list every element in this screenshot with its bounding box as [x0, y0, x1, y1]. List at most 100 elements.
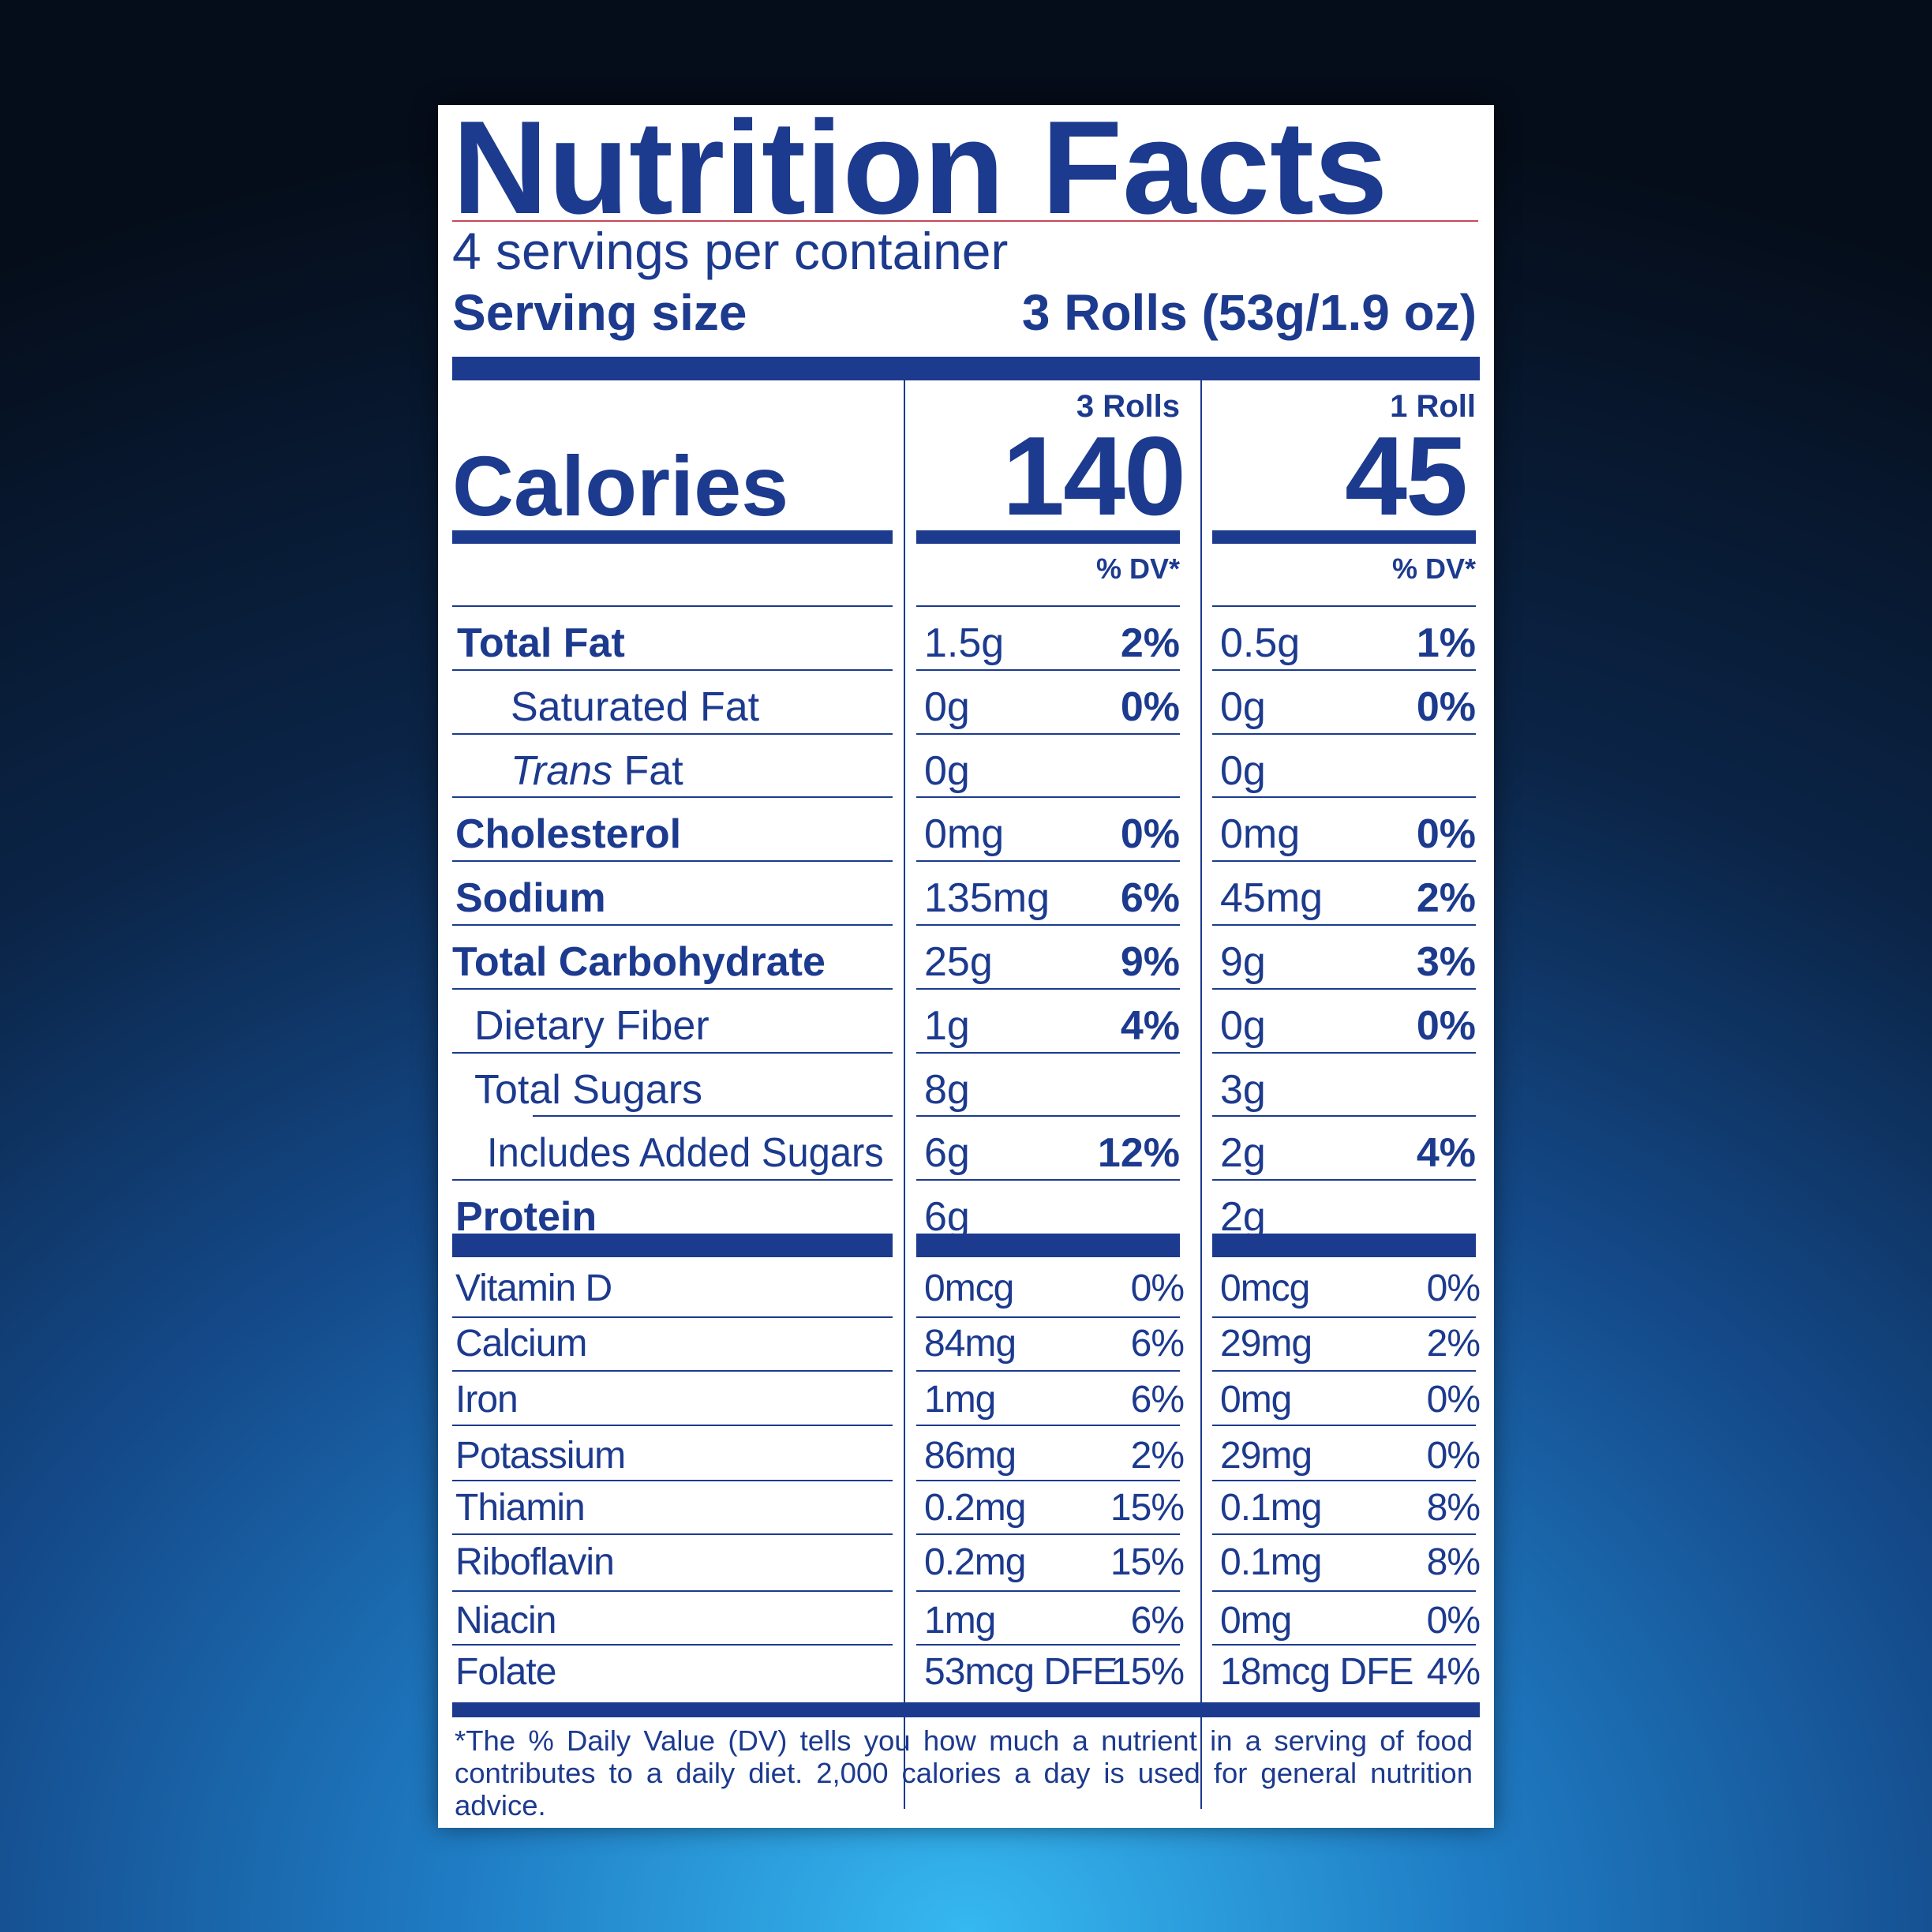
- nutrient-name: Sodium: [455, 875, 606, 922]
- column-header-3-rolls: 3 Rolls: [1076, 389, 1180, 424]
- serving-size-label: Serving size: [452, 284, 747, 341]
- row-rule: [1212, 1179, 1476, 1181]
- nutrient-name: Cholesterol: [455, 811, 682, 858]
- nutrient-amount-col1: 6g: [924, 1194, 970, 1241]
- row-rule: [452, 796, 893, 799]
- vitamin-dv-col1: 0%: [1130, 1267, 1185, 1309]
- vitamin-row-rule: [1212, 1316, 1476, 1318]
- column-divider-1: [904, 380, 905, 1809]
- vitamin-row-rule: [452, 1425, 893, 1426]
- vitamin-row-rule: [916, 1370, 1180, 1372]
- vitamin-row-rule: [1212, 1480, 1476, 1481]
- nutrient-amount-col1: 1.5g: [924, 620, 1005, 666]
- row-rule: [916, 732, 1180, 735]
- vitamin-row-rule: [452, 1590, 893, 1592]
- vitamin-dv-col1: 2%: [1130, 1435, 1185, 1477]
- vitamin-name: Potassium: [455, 1435, 626, 1477]
- vitamin-dv-col2: 0%: [1426, 1600, 1481, 1642]
- nutrient-amount-col1: 0g: [924, 683, 970, 730]
- vitamin-dv-col2: 0%: [1426, 1267, 1481, 1309]
- nutrient-dv-col2: 2%: [1416, 875, 1476, 922]
- vitamin-row-rule: [1212, 1425, 1476, 1426]
- vitamin-amount-col1: 1mg: [924, 1379, 996, 1421]
- row-rule: [1212, 1115, 1476, 1118]
- row-rule: [452, 605, 893, 607]
- vitamin-amount-col1: 84mg: [924, 1323, 1017, 1365]
- vitamins-divider-name: [452, 1234, 893, 1257]
- nutrient-amount-col1: 25g: [924, 939, 993, 985]
- row-rule: [1212, 605, 1476, 607]
- calories-divider-name: [452, 530, 893, 544]
- nutrient-name: Includes Added Sugars: [487, 1130, 884, 1177]
- nutrient-dv-col2: 0%: [1416, 1002, 1476, 1049]
- vitamin-amount-col2: 18mcg DFE: [1220, 1651, 1413, 1693]
- vitamin-amount-col2: 0.1mg: [1220, 1487, 1322, 1529]
- nutrient-amount-col1: 0mg: [924, 811, 1005, 858]
- vitamin-amount-col2: 29mg: [1220, 1323, 1312, 1365]
- title-underline: [452, 220, 1478, 222]
- vitamin-name: Calcium: [455, 1323, 587, 1365]
- row-rule: [916, 1051, 1180, 1054]
- vitamin-amount-col2: 0.1mg: [1220, 1541, 1322, 1583]
- calories-label: Calories: [452, 438, 789, 534]
- vitamin-name: Riboflavin: [455, 1541, 615, 1583]
- vitamin-amount-col1: 1mg: [924, 1600, 996, 1642]
- row-rule: [1212, 796, 1476, 799]
- vitamin-dv-col2: 8%: [1426, 1487, 1481, 1529]
- vitamin-row-rule: [916, 1480, 1180, 1481]
- nutrient-amount-col1: 1g: [924, 1002, 970, 1049]
- column-header-1-roll: 1 Roll: [1390, 389, 1476, 424]
- row-rule: [1212, 924, 1476, 926]
- vitamins-divider-col1: [916, 1234, 1180, 1257]
- nutrient-dv-col1: 4%: [1120, 1002, 1180, 1049]
- nutrient-amount-col2: 0g: [1220, 747, 1266, 794]
- row-rule: [916, 668, 1180, 671]
- nutrient-amount-col2: 3g: [1220, 1066, 1266, 1113]
- vitamin-row-rule: [916, 1590, 1180, 1592]
- thick-divider-bottom: [452, 1702, 1480, 1717]
- nutrient-amount-col2: 2g: [1220, 1130, 1266, 1177]
- vitamin-dv-col1: 15%: [1110, 1651, 1185, 1693]
- vitamin-row-rule: [452, 1370, 893, 1372]
- vitamin-row-rule: [452, 1480, 893, 1481]
- nutrient-dv-col2: 0%: [1416, 811, 1476, 858]
- nutrient-name: Saturated Fat: [511, 683, 760, 730]
- nutrient-dv-col1: 0%: [1120, 683, 1180, 730]
- vitamin-row-rule: [1212, 1370, 1476, 1372]
- nutrient-amount-col1: 135mg: [924, 875, 1050, 922]
- nutrient-name: Total Carbohydrate: [452, 939, 826, 985]
- nutrient-amount-col2: 9g: [1220, 939, 1266, 985]
- nutrient-amount-col2: 2g: [1220, 1194, 1266, 1241]
- row-rule: [916, 987, 1180, 990]
- row-rule: [452, 924, 893, 926]
- column-divider-2: [1200, 380, 1202, 1809]
- row-rule: [452, 668, 893, 671]
- nutrient-amount-col1: 0g: [924, 747, 970, 794]
- vitamin-row-rule: [1212, 1590, 1476, 1592]
- vitamin-row-rule: [452, 1533, 893, 1535]
- vitamin-amount-col1: 0.2mg: [924, 1487, 1026, 1529]
- calories-3-rolls: 140: [1002, 414, 1186, 539]
- vitamin-dv-col1: 6%: [1130, 1323, 1185, 1365]
- row-rule: [533, 1115, 893, 1118]
- row-rule: [1212, 1051, 1476, 1054]
- vitamins-divider-col2: [1212, 1234, 1476, 1257]
- row-rule: [1212, 860, 1476, 863]
- vitamin-dv-col1: 15%: [1110, 1541, 1185, 1583]
- vitamin-amount-col2: 0mg: [1220, 1600, 1292, 1642]
- nutrient-dv-col2: 3%: [1416, 939, 1476, 985]
- vitamin-row-rule: [1212, 1533, 1476, 1535]
- vitamin-amount-col1: 86mg: [924, 1435, 1017, 1477]
- nutrient-name: Dietary Fiber: [474, 1002, 710, 1049]
- vitamin-dv-col2: 2%: [1426, 1323, 1481, 1365]
- nutrient-dv-col1: 2%: [1120, 620, 1180, 666]
- nutrient-amount-col2: 0mg: [1220, 811, 1301, 858]
- vitamin-row-rule: [916, 1425, 1180, 1426]
- vitamin-name: Niacin: [455, 1600, 556, 1642]
- row-rule: [916, 860, 1180, 863]
- nutrient-amount-col2: 0g: [1220, 683, 1266, 730]
- vitamin-dv-col2: 0%: [1426, 1379, 1481, 1421]
- calories-divider-col1: [916, 530, 1180, 544]
- vitamin-name: Folate: [455, 1651, 556, 1693]
- nutrient-dv-col1: 9%: [1120, 939, 1180, 985]
